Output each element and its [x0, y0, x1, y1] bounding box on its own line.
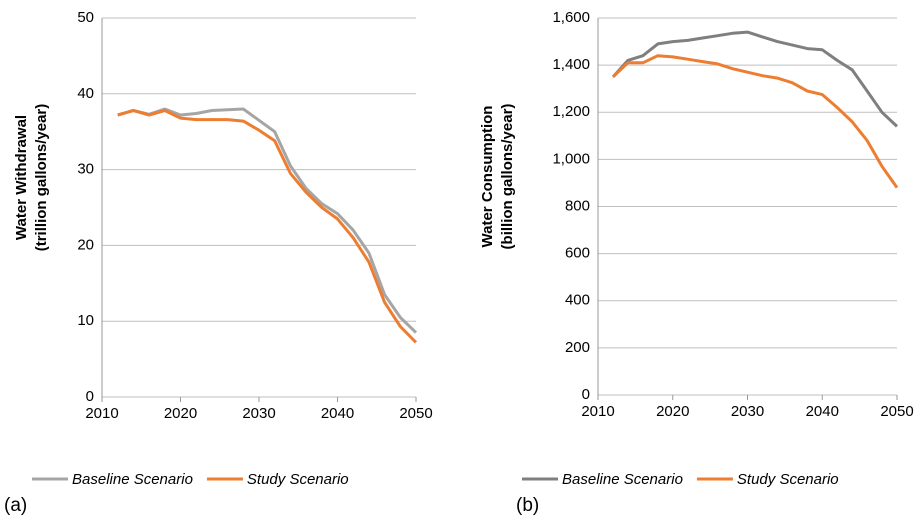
y-tick-label: 1,200 — [552, 103, 590, 120]
x-tick-label: 2010 — [85, 405, 118, 422]
panel-label: (a) — [4, 495, 27, 516]
x-tick-label: 2020 — [164, 405, 197, 422]
y-axis-title: Water Withdrawal — [13, 115, 30, 240]
y-tick-label: 1,000 — [552, 150, 590, 167]
y-axis-title: Water Consumption — [479, 106, 496, 248]
y-tick-label: 800 — [565, 197, 590, 214]
y-tick-label: 1,400 — [552, 56, 590, 73]
y-tick-label: 30 — [77, 161, 94, 178]
legend-label: Baseline Scenario — [72, 471, 193, 488]
series-line — [117, 107, 418, 334]
x-tick-label: 2030 — [242, 405, 275, 422]
series-line — [611, 30, 899, 128]
y-tick-label: 0 — [582, 386, 590, 403]
y-tick-label: 50 — [77, 9, 94, 26]
y-tick-label: 200 — [565, 339, 590, 356]
legend-label: Baseline Scenario — [562, 471, 683, 488]
x-tick-label: 2030 — [731, 403, 764, 420]
y-tick-label: 1,600 — [552, 9, 590, 26]
panel-label: (b) — [516, 495, 539, 516]
y-tick-label: 600 — [565, 245, 590, 262]
y-axis-title: (trillion gallons/year) — [33, 104, 50, 252]
legend-label: Study Scenario — [737, 471, 839, 488]
x-tick-label: 2040 — [806, 403, 839, 420]
x-tick-label: 2020 — [656, 403, 689, 420]
legend-label: Study Scenario — [247, 471, 349, 488]
x-tick-label: 2010 — [581, 403, 614, 420]
x-tick-label: 2040 — [321, 405, 354, 422]
series-line — [117, 109, 418, 344]
y-tick-label: 40 — [77, 85, 94, 102]
y-tick-label: 20 — [77, 236, 94, 253]
y-tick-label: 400 — [565, 292, 590, 309]
y-axis-title: (billion gallons/year) — [499, 104, 516, 250]
series-line — [611, 54, 899, 189]
y-tick-label: 10 — [77, 312, 94, 329]
x-tick-label: 2050 — [880, 403, 913, 420]
y-tick-label: 0 — [86, 388, 94, 405]
x-tick-label: 2050 — [399, 405, 432, 422]
